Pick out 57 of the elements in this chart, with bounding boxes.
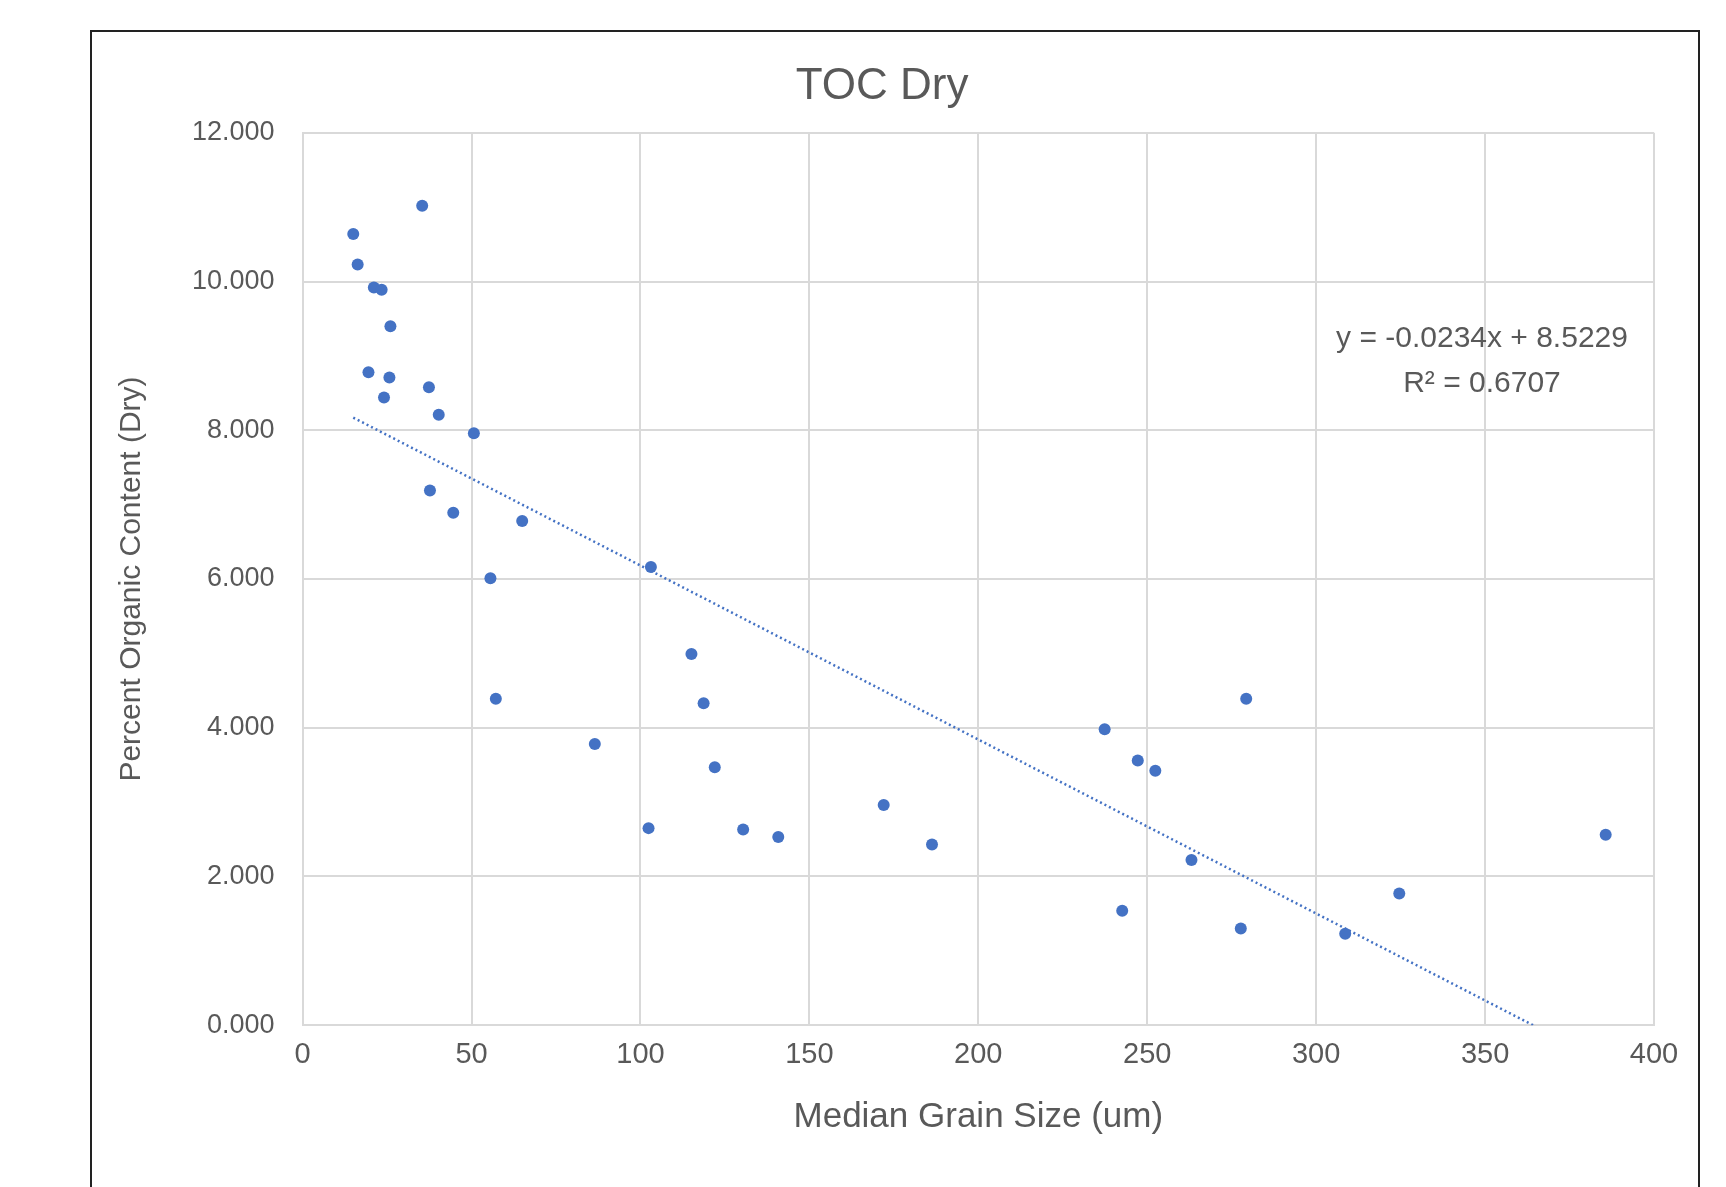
point: [737, 823, 750, 836]
x-axis-title: Median Grain Size (um): [793, 1094, 1164, 1134]
point: [588, 738, 601, 751]
point: [877, 799, 890, 812]
annotation: R² = 0.6707: [1403, 365, 1561, 399]
point: [467, 427, 480, 440]
x-tick-label: 350: [1460, 1036, 1510, 1069]
point: [1240, 692, 1253, 705]
point: [685, 648, 698, 661]
point: [362, 366, 375, 379]
point: [416, 199, 429, 212]
point: [1131, 754, 1144, 767]
point: [642, 822, 655, 835]
chart-title: TOC Dry: [795, 58, 969, 108]
point: [1185, 854, 1198, 867]
point: [423, 484, 436, 497]
y-tick-label: 12.000: [191, 116, 275, 147]
y-tick-label: 2.000: [207, 859, 275, 890]
point: [447, 506, 460, 519]
point: [926, 838, 939, 851]
y-tick-label: 4.000: [207, 711, 275, 742]
y-axis-title: Percent Organic Content (Dry): [113, 376, 147, 782]
x-tick-label: 50: [455, 1036, 488, 1069]
point: [378, 391, 391, 404]
point: [422, 381, 435, 394]
point: [1234, 922, 1247, 935]
point: [375, 283, 388, 296]
point: [1098, 723, 1111, 736]
point: [351, 258, 364, 271]
x-tick-label: 400: [1629, 1036, 1679, 1069]
point: [1116, 904, 1129, 917]
x-tick-label: 100: [616, 1036, 665, 1069]
x-tick-label: 300: [1291, 1036, 1341, 1069]
point: [489, 692, 502, 705]
point: [347, 227, 360, 240]
point: [432, 408, 445, 421]
point: [772, 831, 785, 844]
point: [1149, 764, 1162, 777]
x-tick-label: 200: [954, 1036, 1003, 1069]
y-tick-label: 8.000: [207, 413, 275, 444]
point: [697, 697, 710, 710]
x-tick-label: 250: [1123, 1036, 1172, 1069]
annotation: y = -0.0234x + 8.5229: [1336, 320, 1628, 354]
point: [644, 561, 657, 574]
y-tick-label: 10.000: [191, 264, 275, 295]
point: [516, 514, 529, 527]
point: [384, 320, 397, 333]
point: [708, 761, 721, 774]
x-tick-label: 0: [294, 1036, 311, 1069]
x-tick-label: 150: [785, 1036, 834, 1069]
point: [383, 371, 396, 384]
point: [1393, 887, 1406, 900]
point: [1599, 828, 1612, 841]
point: [484, 572, 497, 585]
y-tick-label: 0.000: [207, 1008, 275, 1039]
y-tick-label: 6.000: [207, 562, 275, 593]
point: [1339, 927, 1352, 940]
